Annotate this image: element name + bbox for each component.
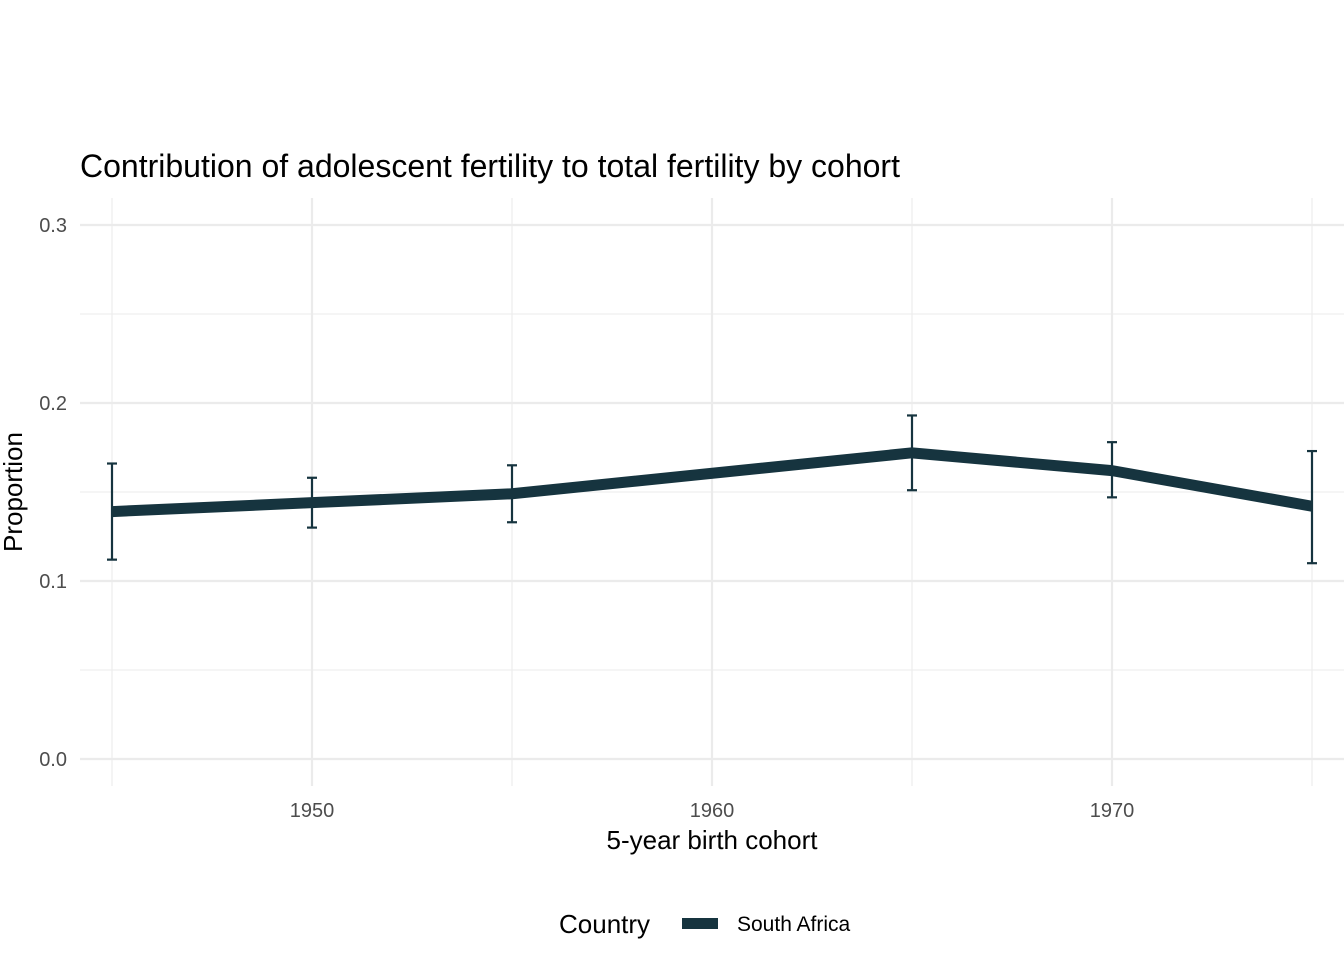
y-tick-label: 0.1 (39, 571, 67, 593)
y-axis-title: Proportion (0, 432, 28, 552)
legend-label-south-africa: South Africa (737, 913, 851, 936)
y-tick-label: 0.0 (39, 749, 67, 771)
y-tick-labels: 0.0 0.1 0.2 0.3 (39, 215, 67, 771)
legend-title: Country (559, 909, 650, 939)
x-tick-labels: 1950 1960 1970 (290, 800, 1135, 822)
grid (80, 198, 1344, 786)
x-tick-label: 1950 (290, 800, 335, 822)
series-line-south-africa (111, 447, 1313, 518)
series-lines (111, 447, 1313, 518)
y-tick-label: 0.3 (39, 215, 67, 237)
legend-key-south-africa (682, 918, 718, 929)
error-bar (1307, 449, 1317, 565)
legend: Country South Africa (559, 909, 851, 939)
x-axis-title: 5-year birth cohort (607, 825, 819, 855)
error-bar (107, 462, 117, 561)
y-tick-label: 0.2 (39, 393, 67, 415)
x-tick-label: 1970 (1090, 800, 1135, 822)
x-tick-label: 1960 (690, 800, 735, 822)
chart-title: Contribution of adolescent fertility to … (80, 148, 900, 184)
